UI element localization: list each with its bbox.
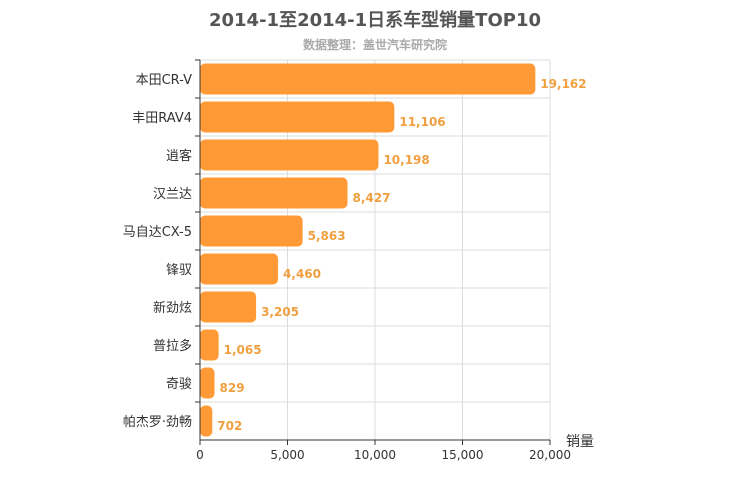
x-tick-label: 0 (196, 448, 204, 462)
category-label: 汉兰达 (153, 187, 192, 202)
x-tick-label: 10,000 (354, 448, 396, 462)
x-tick-label: 20,000 (529, 448, 571, 462)
category-label: 新劲炫 (153, 300, 192, 316)
bar[interactable] (200, 215, 303, 247)
chart-title: 2014-1至2014-1日系车型销量TOP10 (208, 10, 541, 31)
category-label: 本田CR-V (136, 73, 193, 88)
value-label: 5,863 (308, 229, 346, 243)
bar[interactable] (200, 63, 536, 95)
x-tick-label: 15,000 (442, 448, 484, 462)
value-label: 1,065 (224, 343, 262, 357)
value-label: 19,162 (540, 77, 586, 91)
category-label: 普拉多 (153, 338, 192, 354)
x-axis-name: 销量 (566, 434, 594, 450)
value-label: 4,460 (283, 267, 321, 281)
category-label: 奇骏 (166, 376, 192, 392)
value-label: 3,205 (261, 305, 299, 319)
value-label: 10,198 (383, 153, 429, 167)
category-label: 丰田RAV4 (132, 111, 192, 126)
value-labels: 19,162 11,106 10,198 8,427 5,863 4,460 3,205 1,… (217, 77, 586, 433)
bar[interactable] (200, 367, 215, 399)
bar[interactable] (200, 101, 395, 133)
grid-lines (199, 59, 551, 441)
chart-subtitle: 数据整理：盖世汽车研究院 (302, 38, 447, 52)
x-tick-label: 5,000 (270, 448, 304, 462)
value-label: 8,427 (352, 191, 390, 205)
bar[interactable] (200, 329, 219, 361)
bar[interactable] (200, 139, 379, 171)
category-label: 锋驭 (166, 263, 192, 278)
category-label: 逍客 (166, 148, 192, 164)
category-label: 帕杰罗·劲畅 (123, 415, 192, 430)
bar[interactable] (200, 177, 348, 209)
axes: 0 5,000 10,000 15,000 20,000 本田CR-V 丰田RAV4 逍客汉兰… (123, 59, 571, 462)
bar[interactable] (200, 405, 213, 437)
bar[interactable] (200, 291, 257, 323)
bar[interactable] (200, 253, 279, 285)
category-label: 马自达CX-5 (123, 225, 192, 240)
bar-series (200, 63, 536, 437)
value-label: 829 (220, 381, 245, 395)
value-label: 11,106 (399, 115, 445, 129)
value-label: 702 (217, 419, 242, 433)
